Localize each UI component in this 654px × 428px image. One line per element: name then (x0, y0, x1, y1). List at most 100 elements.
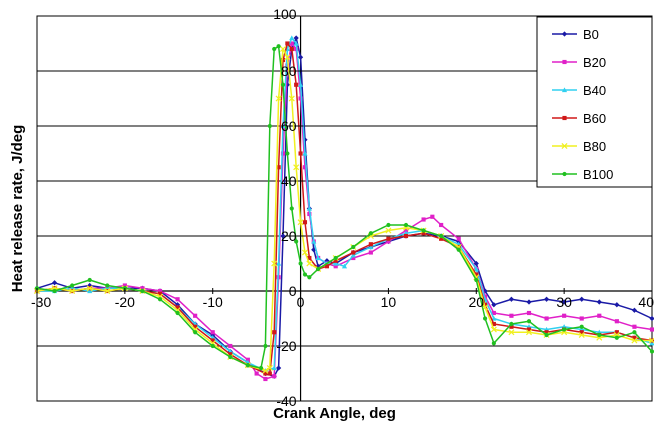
data-point-B0 (614, 302, 620, 308)
data-point-B100 (258, 365, 264, 371)
data-point-B20 (439, 222, 444, 228)
data-point-B40 (473, 266, 479, 272)
data-point-B20 (333, 264, 338, 269)
y-tick-label: 60 (281, 118, 297, 134)
data-point-B40 (302, 150, 308, 156)
data-point-B0 (491, 302, 497, 308)
data-point-B20 (307, 211, 312, 217)
data-point-B60 (276, 165, 281, 170)
data-point-B20 (245, 357, 250, 362)
data-point-B60 (474, 272, 479, 277)
data-point-B20 (526, 310, 532, 316)
data-point-B100 (491, 341, 496, 346)
data-point-B100 (267, 123, 272, 129)
data-point-B60 (307, 255, 312, 261)
data-point-B20 (302, 165, 308, 170)
data-point-B100 (562, 327, 567, 332)
data-point-B40 (271, 365, 277, 371)
data-point-B100 (272, 46, 277, 52)
data-point-B40 (350, 252, 356, 258)
data-point-B40 (297, 82, 304, 87)
data-point-B20 (289, 41, 294, 46)
data-point-B40 (368, 244, 374, 250)
legend-marker (562, 115, 567, 121)
legend-label: B0 (583, 27, 599, 42)
data-point-B60 (351, 250, 356, 255)
data-point-B80 (385, 227, 392, 234)
data-point-B100 (294, 239, 299, 244)
data-point-B60 (509, 324, 514, 329)
data-point-B20 (254, 371, 259, 376)
legend-item-B20: B20 (552, 55, 606, 70)
data-point-B0 (579, 296, 585, 302)
data-point-B100 (210, 343, 215, 349)
legend-label: B20 (583, 55, 606, 70)
y-tick-label: 20 (281, 228, 297, 244)
data-point-B0 (561, 299, 567, 305)
legend-item-B60: B60 (552, 111, 606, 126)
x-tick-label: -20 (115, 294, 135, 310)
data-point-B0 (649, 315, 654, 322)
data-point-B60 (579, 330, 584, 335)
data-point-B80 (266, 364, 273, 372)
data-point-B60 (289, 46, 294, 52)
data-point-B20 (509, 313, 514, 318)
data-point-B20 (280, 151, 286, 156)
y-tick-label: 100 (273, 6, 297, 22)
legend-item-B100: B100 (552, 167, 613, 182)
data-point-B20 (298, 96, 303, 101)
data-point-B60 (302, 220, 308, 225)
legend-box (536, 16, 653, 188)
data-point-B60 (526, 327, 532, 332)
data-point-B100 (614, 335, 619, 340)
data-point-B100 (263, 343, 268, 349)
data-point-B60 (280, 57, 286, 63)
data-point-B100 (474, 277, 479, 283)
data-point-B60 (632, 335, 637, 340)
data-point-B60 (298, 151, 303, 156)
data-point-B0 (631, 307, 638, 313)
legend-item-B0: B0 (552, 27, 599, 42)
data-point-B100 (333, 255, 338, 261)
data-point-B80 (293, 164, 300, 171)
data-point-B100 (456, 247, 461, 252)
data-point-B20 (562, 313, 567, 318)
data-point-B80 (271, 260, 278, 267)
data-point-B100 (649, 349, 654, 354)
data-point-B100 (439, 233, 444, 239)
data-point-B100 (280, 82, 286, 87)
data-point-B100 (482, 316, 488, 321)
data-point-B20 (285, 63, 290, 68)
legend-marker (561, 142, 568, 150)
data-point-B20 (157, 288, 163, 294)
data-point-B60 (439, 236, 444, 241)
data-point-B100 (245, 363, 250, 368)
data-point-B80 (631, 337, 638, 344)
data-point-B0 (284, 82, 290, 88)
data-point-B60 (324, 264, 330, 269)
data-point-B60 (272, 330, 277, 335)
x-axis-title: Crank Angle, deg (273, 405, 396, 422)
data-point-B80 (284, 54, 291, 61)
data-point-B100 (307, 275, 312, 280)
series-B100 (34, 44, 654, 371)
plot-area (36, 15, 653, 402)
y-tick-label: -40 (276, 393, 296, 409)
data-point-B20 (386, 239, 391, 244)
x-tick-label: 10 (381, 294, 397, 310)
legend-item-B40: B40 (552, 83, 606, 98)
data-point-B20 (544, 316, 549, 321)
y-tick-label: -20 (276, 338, 296, 354)
data-point-B100 (285, 151, 290, 156)
legend: B0 B20 B40 B60 B80 B100 (536, 16, 653, 188)
legend-label: B60 (583, 111, 606, 126)
x-tick-label: 20 (468, 294, 484, 310)
data-point-B80 (578, 331, 585, 339)
data-point-B80 (86, 285, 93, 292)
data-point-B80 (69, 287, 76, 295)
data-point-B100 (276, 44, 281, 49)
data-point-B20 (122, 283, 127, 288)
data-point-B100 (351, 244, 356, 250)
data-point-B60 (263, 371, 268, 376)
